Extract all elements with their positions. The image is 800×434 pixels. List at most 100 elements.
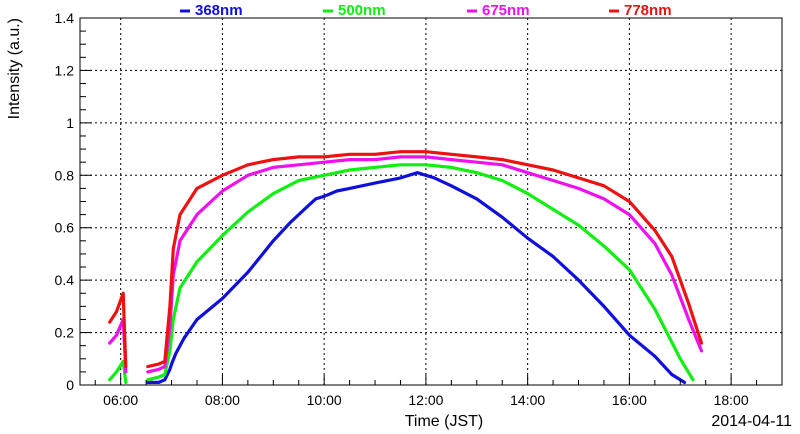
data-point-500nm [399, 163, 402, 167]
data-point-778nm [687, 302, 691, 306]
data-point-675nm [157, 367, 161, 371]
data-point-675nm [526, 171, 530, 175]
data-point-500nm [348, 168, 351, 172]
data-point-500nm [653, 307, 657, 311]
data-point-368nm [314, 197, 318, 201]
data-point-500nm [195, 260, 199, 264]
series-layer [108, 150, 704, 384]
x-tick-label: 08:00 [205, 392, 240, 408]
data-point-500nm [221, 234, 224, 238]
date-label: 2014-04-11 [711, 413, 792, 430]
y-tick-label: 0.8 [55, 167, 75, 183]
data-point-778nm [628, 200, 631, 203]
data-point-500nm [115, 370, 118, 374]
data-point-368nm [170, 362, 174, 366]
data-point-368nm [628, 333, 631, 337]
data-point-675nm [124, 370, 128, 374]
data-point-778nm [171, 247, 175, 251]
y-axis-title: Intensity (a.u.) [6, 18, 23, 119]
data-point-675nm [271, 166, 275, 169]
data-point-675nm [163, 365, 167, 368]
data-point-368nm [433, 176, 436, 180]
data-point-368nm [157, 381, 161, 384]
x-tick-label: 10:00 [307, 392, 342, 408]
data-point-500nm [271, 192, 275, 196]
data-point-368nm [146, 381, 150, 384]
series-line-778nm [108, 291, 128, 369]
data-point-675nm [399, 155, 402, 159]
data-point-368nm [182, 336, 186, 340]
data-point-675nm [475, 160, 479, 164]
data-point-778nm [221, 173, 224, 177]
data-point-778nm [157, 362, 161, 366]
legend-label: 675nm [482, 2, 530, 19]
data-point-778nm [108, 320, 112, 324]
data-point-368nm [683, 381, 686, 384]
data-point-368nm [168, 367, 172, 371]
data-point-675nm [322, 160, 326, 164]
data-point-500nm [168, 349, 172, 353]
legend-label: 500nm [338, 2, 386, 19]
data-point-500nm [297, 179, 301, 182]
data-point-500nm [551, 208, 555, 211]
data-point-675nm [700, 349, 703, 353]
data-point-778nm [195, 187, 199, 190]
data-point-778nm [449, 152, 453, 156]
data-point-675nm [687, 318, 691, 321]
data-point-368nm [602, 305, 606, 308]
data-point-368nm [416, 171, 419, 175]
data-point-778nm [297, 155, 301, 159]
data-point-500nm [424, 163, 428, 167]
data-point-675nm [500, 163, 504, 167]
data-point-675nm [551, 179, 555, 182]
data-point-675nm [373, 158, 377, 162]
data-point-675nm [221, 189, 224, 193]
legend-label: 778nm [624, 2, 672, 19]
data-point-675nm [348, 158, 351, 162]
data-point-368nm [348, 187, 351, 190]
data-point-368nm [335, 189, 339, 193]
data-point-500nm [322, 173, 326, 177]
data-point-368nm [475, 197, 479, 201]
data-point-368nm [221, 297, 224, 300]
data-point-675nm [297, 163, 301, 167]
data-point-500nm [108, 378, 112, 382]
data-point-778nm [424, 150, 428, 154]
data-point-778nm [178, 213, 182, 217]
data-point-778nm [168, 305, 172, 308]
data-point-368nm [305, 205, 309, 209]
data-point-675nm [602, 197, 606, 201]
data-point-500nm [577, 223, 580, 227]
data-point-778nm [602, 184, 606, 188]
data-point-778nm [163, 360, 167, 363]
series-line-500nm [146, 163, 695, 382]
data-point-368nm [670, 373, 674, 376]
data-point-675nm [108, 341, 112, 345]
data-point-778nm [146, 365, 150, 368]
data-point-500nm [678, 357, 682, 361]
data-point-778nm [670, 255, 674, 258]
y-tick-label: 1.2 [55, 62, 75, 78]
y-tick-label: 0.4 [55, 272, 75, 288]
data-point-368nm [271, 239, 275, 243]
data-point-368nm [577, 278, 580, 282]
data-point-368nm [551, 255, 555, 258]
data-point-778nm [399, 150, 402, 154]
x-tick-label: 14:00 [510, 392, 545, 408]
data-point-778nm [373, 152, 377, 156]
data-point-778nm [124, 365, 128, 368]
data-point-675nm [195, 213, 199, 217]
data-point-778nm [271, 158, 275, 162]
y-tick-label: 1 [66, 115, 74, 131]
x-tick-label: 18:00 [714, 392, 749, 408]
data-point-778nm [115, 310, 118, 313]
data-point-500nm [628, 268, 631, 272]
data-point-778nm [246, 163, 250, 167]
data-point-500nm [475, 171, 479, 175]
y-tick-label: 0.6 [55, 220, 75, 236]
data-point-368nm [373, 181, 377, 185]
data-point-368nm [424, 173, 428, 177]
data-point-675nm [178, 239, 182, 243]
data-point-675nm [246, 173, 250, 177]
data-point-368nm [174, 352, 178, 355]
